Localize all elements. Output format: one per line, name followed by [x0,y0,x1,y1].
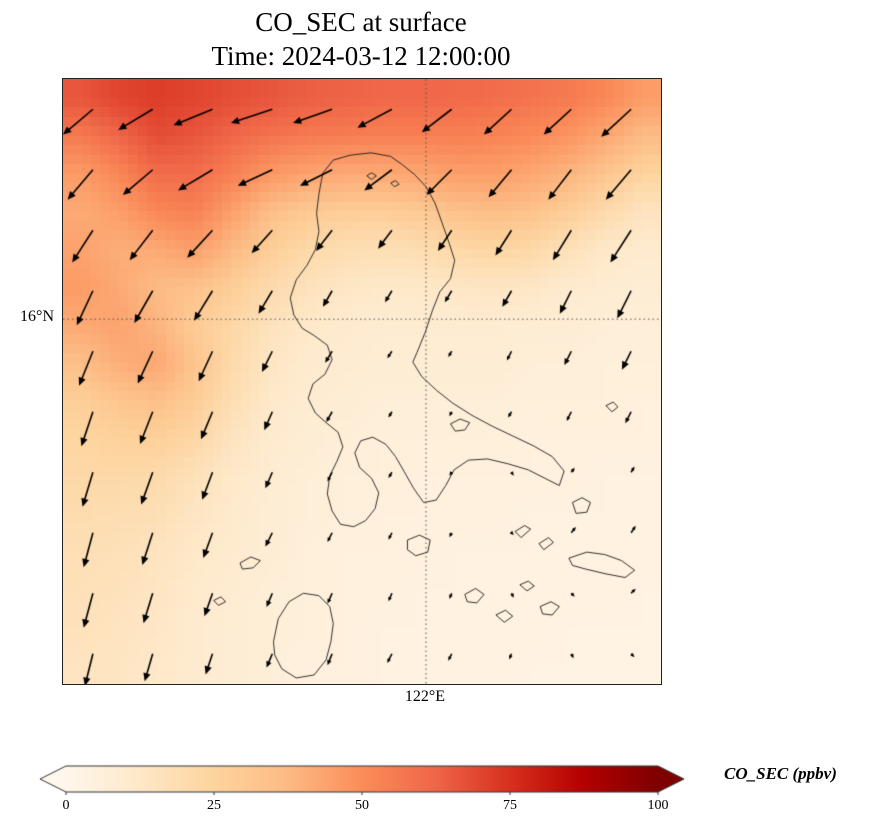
colorbar-tick-label: 0 [62,798,70,813]
colorbar-label: CO_SEC (ppbv) [724,764,837,783]
map-canvas [63,79,661,684]
chart-title: CO_SEC at surface [255,7,467,37]
colorbar [38,764,698,796]
chart-subtitle: Time: 2024-03-12 12:00:00 [211,41,511,71]
colorbar-tick-labels: 0 25 50 75 100 [38,798,698,818]
map-plot [62,78,662,685]
colorbar-tick-label: 75 [503,798,517,813]
y-axis-tick-label: 16°N [20,308,54,326]
x-axis-tick-label: 122°E [404,688,446,705]
colorbar-tick-label: 25 [207,798,221,813]
colorbar-tick-label: 100 [647,798,669,813]
colorbar-tick-label: 50 [355,798,369,813]
